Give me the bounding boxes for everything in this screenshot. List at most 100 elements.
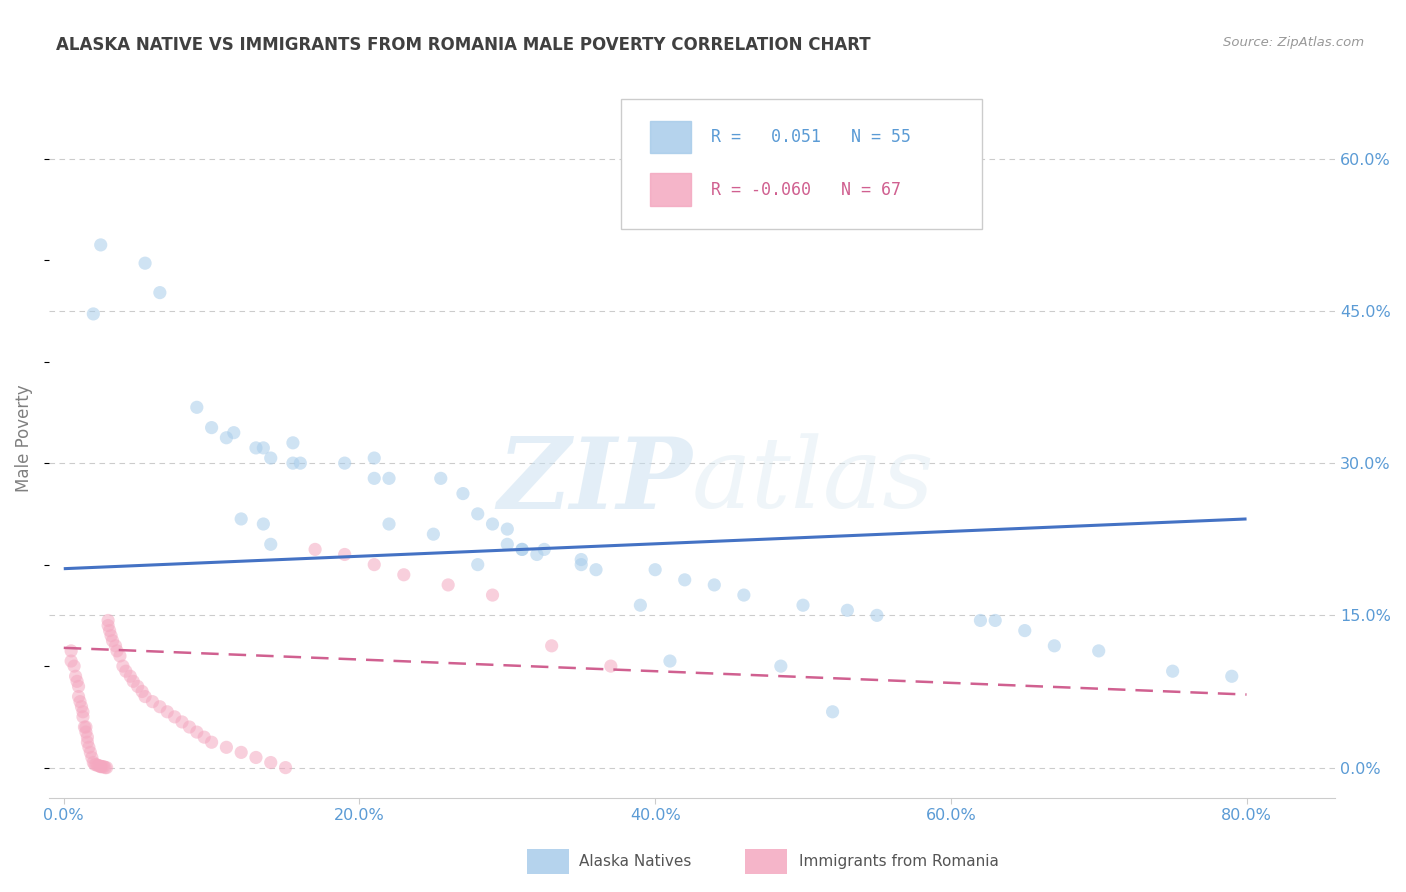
Point — [1161, 664, 1184, 678]
Point — [451, 486, 474, 500]
Point — [149, 699, 172, 714]
Point — [260, 537, 283, 551]
Point — [260, 451, 283, 466]
Point — [510, 542, 533, 557]
Text: atlas: atlas — [692, 434, 935, 529]
Point — [134, 690, 156, 704]
Text: Alaska Natives: Alaska Natives — [579, 855, 692, 869]
Point — [96, 761, 118, 775]
Point — [201, 420, 224, 434]
Point — [1087, 644, 1109, 658]
Point — [131, 684, 153, 698]
Point — [231, 745, 253, 759]
Point — [363, 558, 385, 572]
Point — [1220, 669, 1243, 683]
Point — [496, 522, 519, 536]
Point — [378, 471, 401, 485]
Point — [94, 761, 117, 775]
Point — [333, 548, 356, 562]
Point — [496, 537, 519, 551]
Bar — [650, 120, 690, 153]
Point — [66, 674, 89, 689]
Point — [193, 730, 215, 744]
Text: ALASKA NATIVE VS IMMIGRANTS FROM ROMANIA MALE POVERTY CORRELATION CHART: ALASKA NATIVE VS IMMIGRANTS FROM ROMANIA… — [56, 36, 870, 54]
Point — [569, 558, 592, 572]
Point — [969, 614, 991, 628]
Point — [100, 629, 122, 643]
Point — [201, 735, 224, 749]
Point — [437, 578, 460, 592]
Point — [222, 425, 245, 440]
Point — [77, 740, 100, 755]
Point — [65, 669, 87, 683]
Point — [149, 285, 172, 300]
Point — [333, 456, 356, 470]
Point — [231, 512, 253, 526]
Point — [984, 614, 1007, 628]
Point — [837, 603, 859, 617]
Point — [290, 456, 312, 470]
Point — [122, 674, 145, 689]
Point — [644, 563, 666, 577]
Text: ZIP: ZIP — [498, 433, 692, 529]
Point — [79, 745, 101, 759]
Point — [120, 669, 142, 683]
Point — [540, 639, 562, 653]
Point — [281, 435, 304, 450]
Point — [75, 725, 97, 739]
Point — [108, 648, 131, 663]
Point — [69, 695, 91, 709]
Point — [252, 441, 274, 455]
Point — [60, 644, 83, 658]
Point — [274, 761, 297, 775]
Point — [533, 542, 555, 557]
Point — [186, 725, 208, 739]
Point — [733, 588, 755, 602]
Point — [422, 527, 444, 541]
Point — [80, 750, 103, 764]
Point — [105, 644, 128, 658]
Point — [703, 578, 725, 592]
Point — [98, 624, 121, 638]
Point — [510, 542, 533, 557]
Point — [170, 714, 193, 729]
Point — [93, 759, 115, 773]
Point — [215, 740, 238, 755]
Point — [467, 507, 489, 521]
Point — [215, 431, 238, 445]
Point — [141, 695, 163, 709]
Point — [97, 614, 120, 628]
Point — [67, 690, 90, 704]
Point — [73, 720, 96, 734]
Point — [467, 558, 489, 572]
Point — [82, 307, 104, 321]
Point — [60, 654, 83, 668]
Point — [1014, 624, 1036, 638]
Point — [429, 471, 451, 485]
Point — [104, 639, 127, 653]
Point — [70, 699, 93, 714]
Point — [91, 759, 114, 773]
Point — [90, 759, 112, 773]
Point — [673, 573, 696, 587]
Point — [76, 730, 98, 744]
Point — [481, 516, 503, 531]
Point — [84, 757, 107, 772]
Point — [89, 758, 111, 772]
Point — [82, 756, 104, 770]
Point — [76, 735, 98, 749]
Point — [186, 401, 208, 415]
Text: R =   0.051   N = 55: R = 0.051 N = 55 — [711, 128, 911, 146]
Point — [90, 759, 112, 773]
Point — [392, 567, 415, 582]
Point — [628, 598, 651, 612]
Point — [179, 720, 201, 734]
Point — [245, 441, 267, 455]
Point — [90, 238, 112, 252]
Point — [363, 451, 385, 466]
Point — [83, 757, 105, 772]
Point — [163, 710, 186, 724]
Point — [245, 750, 267, 764]
Point — [72, 705, 94, 719]
Bar — [650, 173, 690, 206]
